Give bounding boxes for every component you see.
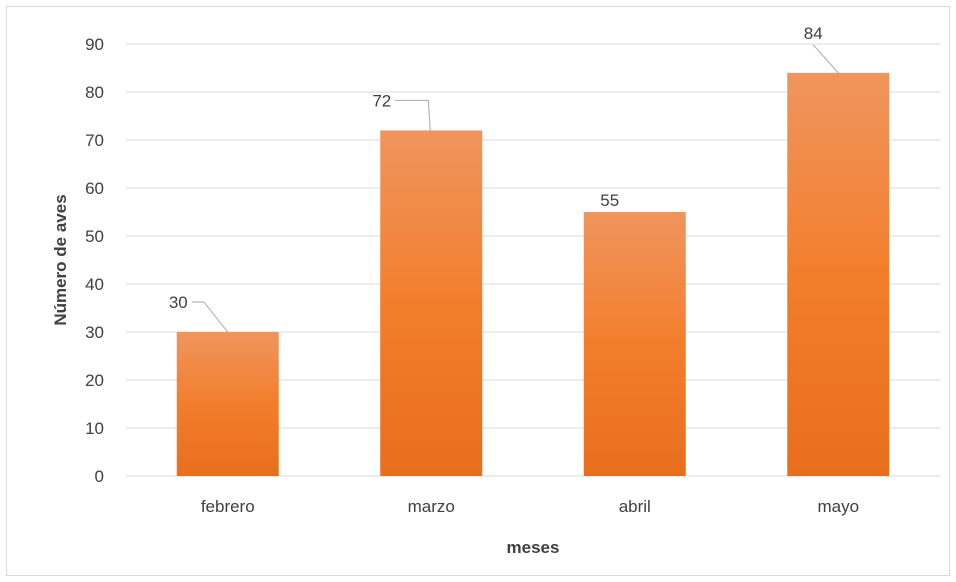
y-tick-label: 0: [95, 467, 104, 486]
bar-mayo: [787, 72, 890, 477]
y-tick-label: 70: [85, 131, 104, 150]
y-tick-label: 10: [85, 419, 104, 438]
x-axis-ticks: febrero marzo abril mayo: [201, 497, 859, 516]
y-tick-label: 60: [85, 179, 104, 198]
x-tick-label: marzo: [408, 497, 455, 516]
bar-abril: [583, 212, 686, 476]
data-labels: 30 72 55 84: [169, 24, 823, 312]
y-tick-label: 30: [85, 323, 104, 342]
bar-febrero: [176, 332, 279, 476]
y-tick-label: 40: [85, 275, 104, 294]
y-axis-ticks: 0 10 20 30 40 50 60 70 80 90: [85, 35, 104, 486]
data-label-leaders: [191, 44, 839, 333]
data-label-febrero: 30: [169, 293, 188, 312]
x-tick-label: mayo: [817, 497, 859, 516]
y-axis-title: Número de aves: [51, 194, 70, 325]
y-tick-label: 20: [85, 371, 104, 390]
leader-line: [812, 44, 839, 74]
data-label-mayo: 84: [804, 24, 823, 43]
data-label-marzo: 72: [372, 91, 391, 110]
x-axis-title: meses: [507, 538, 560, 557]
data-label-abril: 55: [600, 191, 619, 210]
leader-line: [395, 99, 431, 131]
y-tick-label: 90: [85, 35, 104, 54]
leader-line: [191, 301, 229, 333]
bar-marzo: [380, 130, 483, 476]
bars: [176, 72, 890, 477]
y-tick-label: 80: [85, 83, 104, 102]
x-tick-label: abril: [619, 497, 651, 516]
y-tick-label: 50: [85, 227, 104, 246]
x-tick-label: febrero: [201, 497, 255, 516]
